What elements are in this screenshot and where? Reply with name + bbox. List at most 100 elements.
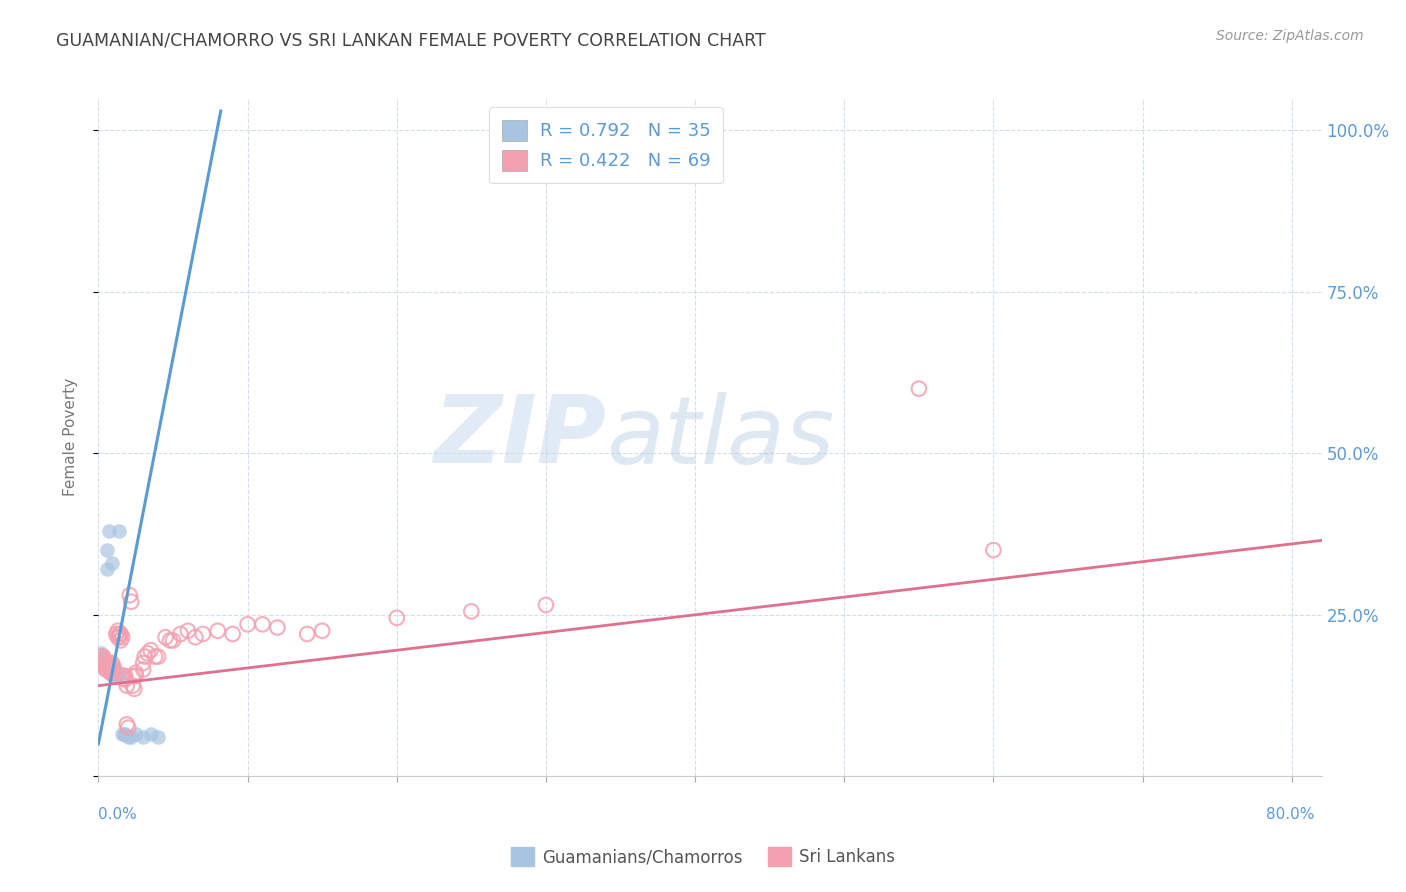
Point — [101, 663, 124, 677]
Point — [908, 382, 931, 396]
Point — [460, 604, 482, 618]
Point — [120, 595, 142, 609]
Point — [96, 543, 118, 558]
Point — [94, 663, 117, 677]
Point — [93, 659, 115, 673]
Point — [132, 663, 155, 677]
Point — [122, 681, 145, 696]
Point — [311, 624, 333, 638]
Point — [98, 663, 121, 677]
Point — [132, 731, 155, 745]
Point — [97, 656, 120, 670]
Point — [534, 598, 557, 612]
Point — [121, 679, 143, 693]
Point — [89, 656, 111, 670]
Point — [184, 630, 207, 644]
Point — [252, 617, 274, 632]
Point — [93, 659, 115, 673]
Point — [107, 624, 129, 638]
Point — [162, 633, 184, 648]
Point — [112, 669, 135, 683]
Point — [136, 646, 159, 660]
Point — [105, 663, 128, 677]
Legend: R = 0.792   N = 35, R = 0.422   N = 69: R = 0.792 N = 35, R = 0.422 N = 69 — [489, 107, 723, 183]
Point — [114, 727, 136, 741]
Point — [110, 633, 132, 648]
Point — [143, 649, 166, 664]
Point — [125, 665, 148, 680]
Point — [177, 624, 200, 638]
Point — [90, 646, 112, 660]
Point — [90, 649, 112, 664]
Point — [104, 665, 127, 680]
Point — [118, 588, 141, 602]
Point — [120, 731, 142, 745]
Point — [125, 727, 148, 741]
Point — [110, 627, 132, 641]
Text: 0.0%: 0.0% — [98, 807, 138, 822]
Point — [91, 656, 114, 670]
Text: atlas: atlas — [606, 392, 834, 483]
Point — [89, 653, 111, 667]
Point — [111, 669, 134, 683]
Point — [101, 665, 124, 680]
Point — [108, 524, 131, 538]
Text: ZIP: ZIP — [433, 391, 606, 483]
Text: 80.0%: 80.0% — [1267, 807, 1315, 822]
Text: Source: ZipAtlas.com: Source: ZipAtlas.com — [1216, 29, 1364, 43]
Point — [159, 633, 181, 648]
Point — [117, 721, 139, 735]
Point — [146, 731, 169, 745]
Point — [155, 630, 177, 644]
Point — [103, 663, 125, 677]
Point — [169, 627, 191, 641]
Point — [191, 627, 214, 641]
Point — [97, 524, 120, 538]
Point — [207, 624, 229, 638]
Point — [103, 659, 125, 673]
Point — [105, 627, 128, 641]
Point — [132, 656, 155, 670]
Point — [139, 643, 162, 657]
Point — [115, 679, 138, 693]
Point — [105, 669, 128, 683]
Point — [93, 649, 115, 664]
Point — [110, 669, 132, 683]
Point — [90, 653, 112, 667]
Point — [266, 621, 288, 635]
Point — [96, 656, 118, 670]
Point — [97, 663, 120, 677]
Point — [385, 611, 408, 625]
Point — [103, 669, 125, 683]
Point — [108, 627, 131, 641]
Point — [114, 669, 136, 683]
Point — [139, 727, 162, 741]
Point — [114, 672, 136, 686]
Point — [108, 630, 131, 644]
Point — [98, 659, 121, 673]
Legend: Guamanians/Chamorros, Sri Lankans: Guamanians/Chamorros, Sri Lankans — [503, 840, 903, 873]
Point — [91, 649, 114, 664]
Point — [94, 656, 117, 670]
Point — [104, 669, 127, 683]
Point — [94, 653, 117, 667]
Point — [111, 630, 134, 644]
Point — [221, 627, 243, 641]
Point — [104, 669, 127, 683]
Point — [96, 659, 118, 673]
Point — [236, 617, 259, 632]
Point — [101, 556, 124, 570]
Point — [107, 630, 129, 644]
Point — [134, 649, 156, 664]
Point — [94, 663, 117, 677]
Y-axis label: Female Poverty: Female Poverty — [63, 378, 77, 496]
Point — [98, 665, 121, 680]
Point — [983, 543, 1005, 558]
Point — [297, 627, 319, 641]
Point — [96, 562, 118, 576]
Point — [90, 656, 112, 670]
Point — [97, 656, 120, 670]
Point — [103, 663, 125, 677]
Point — [91, 649, 114, 664]
Point — [115, 717, 138, 731]
